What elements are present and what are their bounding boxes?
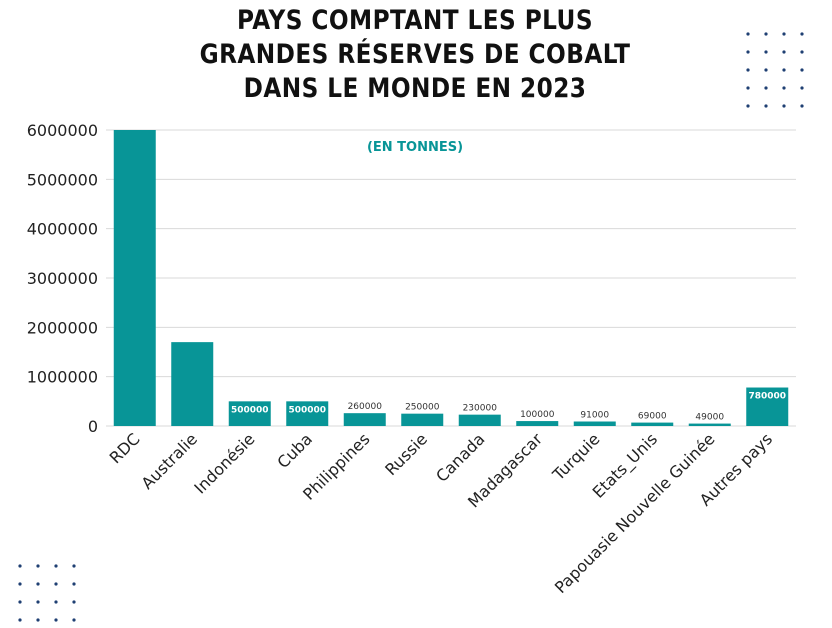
data-label: 250000 <box>405 403 440 413</box>
bar-australie <box>171 342 214 426</box>
x-tick-label: Canada <box>432 429 488 485</box>
decorative-dot <box>800 32 804 36</box>
decorative-dot <box>764 32 768 36</box>
decorative-dot <box>36 600 40 604</box>
data-labels: 500000 500000 260000 250000 230000 100000 9100… <box>231 392 786 423</box>
decorative-dot <box>746 50 750 54</box>
bar-madagascar <box>516 421 559 426</box>
decorative-dot <box>72 582 76 586</box>
data-label: 500000 <box>231 405 269 415</box>
decorative-dot <box>72 564 76 568</box>
bar-rdc <box>113 130 156 426</box>
bar-autres-pays <box>746 387 789 426</box>
decorative-dot <box>54 582 58 586</box>
y-tick-label: 1000000 <box>27 368 98 387</box>
decorative-dot <box>746 32 750 36</box>
y-tick-label: 5000000 <box>27 170 98 189</box>
decorative-dot <box>782 86 786 90</box>
bar-papouasie-nouvelle-guin-e <box>688 423 731 426</box>
decorative-dot <box>72 600 76 604</box>
data-label: 100000 <box>520 410 555 420</box>
decorative-dot <box>36 618 40 622</box>
data-label: 260000 <box>348 402 383 412</box>
y-axis-ticks: 0 1000000 2000000 3000000 4000000 5000000 6000… <box>27 121 98 436</box>
bar-turquie <box>573 421 616 426</box>
x-tick-label: Russie <box>381 429 431 479</box>
gridlines <box>106 129 796 427</box>
x-tick-label: Indonésie <box>190 429 258 497</box>
y-tick-label: 4000000 <box>27 220 98 239</box>
bars <box>113 130 789 426</box>
decorative-dot <box>800 50 804 54</box>
decorative-dot <box>800 68 804 72</box>
x-tick-label: Cuba <box>273 429 316 472</box>
y-tick-label: 0 <box>88 417 98 436</box>
decorative-dot <box>18 582 22 586</box>
chart-subtitle: (EN TONNES) <box>367 140 463 155</box>
decorative-dot <box>782 32 786 36</box>
decorative-dot <box>800 104 804 108</box>
y-tick-label: 3000000 <box>27 269 98 288</box>
decorative-dot <box>54 564 58 568</box>
decorative-dot <box>746 86 750 90</box>
data-label: 780000 <box>748 392 786 402</box>
bar-etats-unis <box>631 422 674 426</box>
decorative-dot <box>764 86 768 90</box>
decorative-dot <box>36 582 40 586</box>
decorative-dot <box>18 564 22 568</box>
decorative-dot <box>54 600 58 604</box>
bar-russie <box>401 413 444 426</box>
data-label: 91000 <box>580 411 609 421</box>
decorative-dot <box>18 618 22 622</box>
data-label: 49000 <box>695 413 724 423</box>
decorative-dot <box>72 618 76 622</box>
bar-philippines <box>343 413 386 426</box>
decorative-dot <box>18 600 22 604</box>
y-tick-label: 2000000 <box>27 318 98 337</box>
y-tick-label: 6000000 <box>27 121 98 140</box>
decorative-dot <box>764 50 768 54</box>
x-tick-label: RDC <box>106 429 144 467</box>
decorative-dots-top-right <box>746 32 804 108</box>
decorative-dot <box>54 618 58 622</box>
bar-canada <box>458 414 501 426</box>
decorative-dot <box>782 104 786 108</box>
chart-title: PAYS COMPTANT LES PLUS GRANDES RÉSERVES … <box>199 5 631 104</box>
decorative-dot <box>36 564 40 568</box>
decorative-dot <box>746 104 750 108</box>
data-label: 500000 <box>288 405 326 415</box>
decorative-dot <box>782 50 786 54</box>
decorative-dot <box>746 68 750 72</box>
x-tick-label: Turquie <box>548 429 603 484</box>
bar-indon-sie <box>228 401 271 426</box>
decorative-dot <box>782 68 786 72</box>
bar-cuba <box>286 401 329 426</box>
decorative-dot <box>764 104 768 108</box>
decorative-dots-bottom-left <box>18 564 76 622</box>
decorative-dot <box>764 68 768 72</box>
decorative-dot <box>800 86 804 90</box>
data-label: 230000 <box>463 404 498 414</box>
data-label: 69000 <box>638 412 667 422</box>
